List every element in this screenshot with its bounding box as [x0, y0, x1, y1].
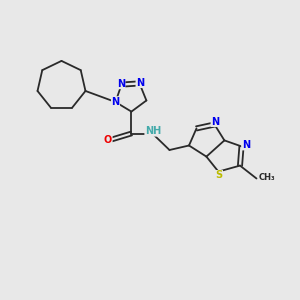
Text: N: N	[211, 116, 219, 127]
Text: NH: NH	[145, 126, 161, 136]
Text: N: N	[242, 140, 250, 150]
Text: O: O	[104, 135, 112, 145]
Text: CH₃: CH₃	[259, 173, 275, 182]
Text: S: S	[215, 170, 223, 181]
Text: N: N	[117, 79, 125, 89]
Text: N: N	[111, 97, 120, 107]
Text: N: N	[136, 77, 144, 88]
